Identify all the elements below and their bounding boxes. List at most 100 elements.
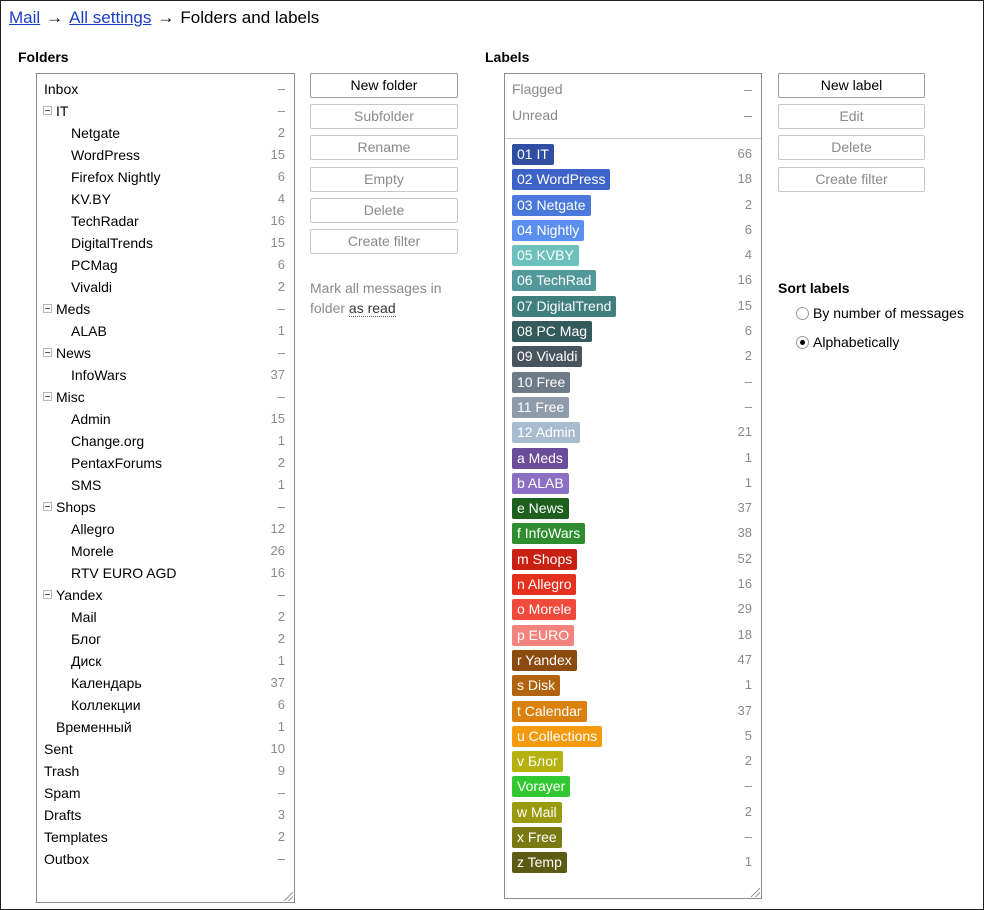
label-item[interactable]: 08 PC Mag 6 (505, 319, 761, 344)
folder-name: Misc (56, 389, 85, 405)
label-item[interactable]: z Temp 1 (505, 850, 761, 875)
breadcrumb-all-settings-link[interactable]: All settings (69, 8, 152, 27)
folder-item[interactable]: Trash 9 (37, 760, 294, 782)
empty-folder-button[interactable]: Empty (310, 167, 458, 192)
label-item[interactable]: v Блог 2 (505, 749, 761, 774)
label-item[interactable]: 04 Nightly 6 (505, 218, 761, 243)
folder-item[interactable]: IT – (37, 100, 294, 122)
delete-folder-button[interactable]: Delete (310, 198, 458, 223)
folder-item[interactable]: Templates 2 (37, 826, 294, 848)
folder-count: 3 (277, 807, 285, 822)
folder-item[interactable]: Netgate 2 (37, 122, 294, 144)
label-item[interactable]: b ALAB 1 (505, 471, 761, 496)
label-item[interactable]: a Meds 1 (505, 446, 761, 471)
sort-alphabetically-radio[interactable] (796, 336, 809, 349)
breadcrumb-mail-link[interactable]: Mail (9, 8, 41, 27)
label-item[interactable]: e News 37 (505, 496, 761, 521)
sort-by-count-radio[interactable] (796, 307, 809, 320)
folder-name: Meds (56, 301, 91, 317)
label-count: 18 (737, 171, 752, 187)
label-item[interactable]: u Collections 5 (505, 724, 761, 749)
folder-count: – (277, 345, 285, 360)
label-item[interactable]: m Shops 52 (505, 547, 761, 572)
folder-item[interactable]: Yandex – (37, 584, 294, 606)
label-item[interactable]: x Free – (505, 825, 761, 850)
folder-item[interactable]: Блог 2 (37, 628, 294, 650)
folder-item[interactable]: Change.org 1 (37, 430, 294, 452)
folder-item[interactable]: RTV EURO AGD 16 (37, 562, 294, 584)
folder-item[interactable]: Коллекции 6 (37, 694, 294, 716)
label-item[interactable]: Vorayer – (505, 774, 761, 799)
folder-item[interactable]: Диск 1 (37, 650, 294, 672)
label-item[interactable]: s Disk 1 (505, 673, 761, 698)
label-item[interactable]: f InfoWars 38 (505, 521, 761, 546)
label-item[interactable]: w Mail 2 (505, 800, 761, 825)
label-item[interactable]: 03 Netgate 2 (505, 193, 761, 218)
folder-name: TechRadar (71, 213, 139, 229)
mark-as-read-link[interactable]: as read (348, 300, 396, 317)
create-filter-folder-button[interactable]: Create filter (310, 229, 458, 254)
folder-item[interactable]: TechRadar 16 (37, 210, 294, 232)
collapse-toggle-icon[interactable] (43, 348, 52, 357)
label-item[interactable]: 06 TechRad 16 (505, 268, 761, 293)
edit-label-button[interactable]: Edit (778, 104, 925, 129)
resize-grip-icon[interactable] (284, 892, 293, 901)
folder-item[interactable]: Allegro 12 (37, 518, 294, 540)
label-item[interactable]: 11 Free – (505, 395, 761, 420)
folder-item[interactable]: Morele 26 (37, 540, 294, 562)
system-label-item[interactable]: Unread – (505, 102, 761, 128)
label-item[interactable]: o Morele 29 (505, 597, 761, 622)
folder-item[interactable]: Spam – (37, 782, 294, 804)
resize-grip-icon[interactable] (751, 888, 760, 897)
label-item[interactable]: p EURO 18 (505, 623, 761, 648)
label-item[interactable]: 07 DigitalTrend 15 (505, 294, 761, 319)
system-label-item[interactable]: Flagged – (505, 76, 761, 102)
create-filter-label-button[interactable]: Create filter (778, 167, 925, 192)
label-item[interactable]: 12 Admin 21 (505, 420, 761, 445)
folder-item[interactable]: PCMag 6 (37, 254, 294, 276)
label-item[interactable]: n Allegro 16 (505, 572, 761, 597)
folder-item[interactable]: DigitalTrends 15 (37, 232, 294, 254)
folder-item[interactable]: Shops – (37, 496, 294, 518)
label-item[interactable]: 10 Free – (505, 370, 761, 395)
label-item[interactable]: 05 KVBY 4 (505, 243, 761, 268)
delete-label-button[interactable]: Delete (778, 135, 925, 160)
label-item[interactable]: r Yandex 47 (505, 648, 761, 673)
label-item[interactable]: 01 IT 66 (505, 142, 761, 167)
folder-item[interactable]: Mail 2 (37, 606, 294, 628)
folder-item[interactable]: Meds – (37, 298, 294, 320)
folder-item[interactable]: Misc – (37, 386, 294, 408)
collapse-toggle-icon[interactable] (43, 590, 52, 599)
folder-item[interactable]: Календарь 37 (37, 672, 294, 694)
subfolder-button[interactable]: Subfolder (310, 104, 458, 129)
new-folder-button[interactable]: New folder (310, 73, 458, 98)
system-label-name: Flagged (512, 81, 563, 97)
folder-item[interactable]: Drafts 3 (37, 804, 294, 826)
rename-folder-button[interactable]: Rename (310, 135, 458, 160)
folder-item[interactable]: News – (37, 342, 294, 364)
folder-item[interactable]: Firefox Nightly 6 (37, 166, 294, 188)
folder-count: 1 (277, 719, 285, 734)
folder-item[interactable]: Временный 1 (37, 716, 294, 738)
folder-list[interactable]: Inbox – IT – Netgate 2 WordPress 15 Firefox Nigh… (36, 73, 295, 903)
folder-item[interactable]: ALAB 1 (37, 320, 294, 342)
folder-item[interactable]: WordPress 15 (37, 144, 294, 166)
label-item[interactable]: 09 Vivaldi 2 (505, 344, 761, 369)
collapse-toggle-icon[interactable] (43, 502, 52, 511)
label-list[interactable]: Flagged – Unread – 01 IT 66 02 WordPress 18 03 … (504, 73, 762, 899)
collapse-toggle-icon[interactable] (43, 304, 52, 313)
folder-item[interactable]: InfoWars 37 (37, 364, 294, 386)
collapse-toggle-icon[interactable] (43, 106, 52, 115)
folder-item[interactable]: PentaxForums 2 (37, 452, 294, 474)
folder-item[interactable]: SMS 1 (37, 474, 294, 496)
folder-item[interactable]: Vivaldi 2 (37, 276, 294, 298)
folder-item[interactable]: Outbox – (37, 848, 294, 870)
label-item[interactable]: t Calendar 37 (505, 699, 761, 724)
label-item[interactable]: 02 WordPress 18 (505, 167, 761, 192)
folder-item[interactable]: KV.BY 4 (37, 188, 294, 210)
collapse-toggle-icon[interactable] (43, 392, 52, 401)
folder-item[interactable]: Inbox – (37, 78, 294, 100)
folder-item[interactable]: Sent 10 (37, 738, 294, 760)
new-label-button[interactable]: New label (778, 73, 925, 98)
folder-item[interactable]: Admin 15 (37, 408, 294, 430)
